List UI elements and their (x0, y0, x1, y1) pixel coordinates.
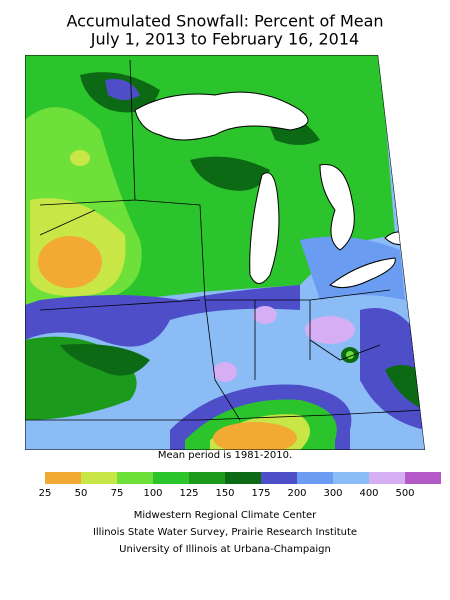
legend: 25 50 75 100 125 150 175 200 300 400 500 (39, 472, 441, 499)
legend-swatch (261, 472, 297, 484)
legend-tick-label: 175 (251, 488, 270, 499)
legend-tick-label: 300 (323, 488, 342, 499)
credit: Illinois State Water Survey, Prairie Res… (93, 527, 357, 538)
title-line: Accumulated Snowfall: Percent of Mean (66, 12, 383, 31)
legend-tick-label: 125 (179, 488, 198, 499)
legend-tick-label: 75 (111, 488, 124, 499)
legend-swatch (333, 472, 369, 484)
legend-swatch (117, 472, 153, 484)
legend-swatch (189, 472, 225, 484)
credit: University of Illinois at Urbana-Champai… (119, 544, 331, 555)
legend-swatch (153, 472, 189, 484)
title-line: July 1, 2013 to February 16, 2014 (90, 30, 359, 49)
legend-tick-label: 500 (395, 488, 414, 499)
legend-tick-label: 100 (143, 488, 162, 499)
legend-tick-label: 150 (215, 488, 234, 499)
credit: Midwestern Regional Climate Center (134, 510, 317, 521)
legend-swatch (405, 472, 441, 484)
legend-tick-label: 50 (75, 488, 88, 499)
legend-tick-label: 400 (359, 488, 378, 499)
legend-swatch (45, 472, 81, 484)
map (25, 55, 425, 450)
legend-swatch (297, 472, 333, 484)
legend-swatch (225, 472, 261, 484)
legend-swatch (81, 472, 117, 484)
note: Mean period is 1981-2010. (158, 450, 292, 461)
legend-tick-label: 25 (39, 488, 52, 499)
legend-tick-label: 200 (287, 488, 306, 499)
legend-swatch (369, 472, 405, 484)
